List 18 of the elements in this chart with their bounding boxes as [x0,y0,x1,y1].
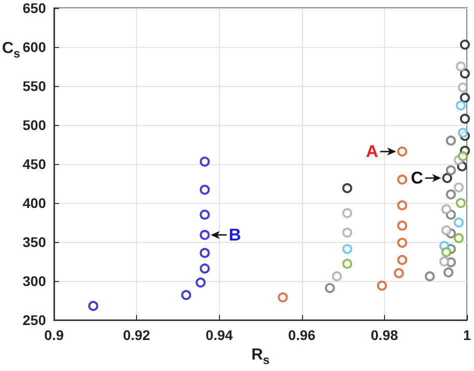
x-tick-label: 0.94 [206,327,234,343]
y-tick-label: 600 [22,39,46,55]
y-tick-label: 300 [22,273,46,289]
x-tick-label: 1 [463,327,472,343]
y-tick-label: 500 [22,117,46,133]
y-tick-label: 650 [22,0,46,16]
y-tick-label: 400 [22,195,46,211]
y-tick-label: 350 [22,234,46,250]
annotation: C [410,168,424,188]
x-tick-label: 0.92 [122,327,150,343]
x-tick-label: 0.96 [288,327,316,343]
x-tick-label: 0.9 [44,327,64,343]
annotation: B [228,225,242,244]
x-tick-label: 0.98 [370,327,398,343]
y-tick-label: 450 [22,156,46,172]
y-tick-label: 550 [22,78,46,94]
annotation: A [366,142,378,162]
y-tick-label: 250 [22,312,46,328]
